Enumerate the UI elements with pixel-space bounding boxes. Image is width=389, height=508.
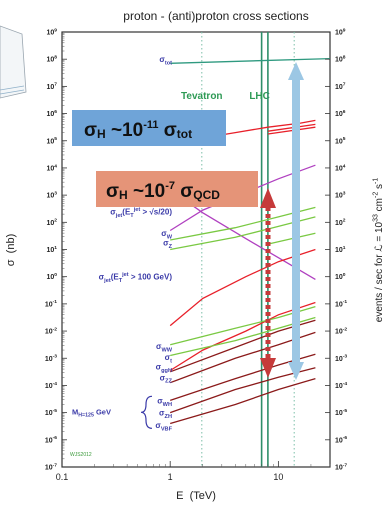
y-tick-label-right-2: 107	[335, 82, 346, 91]
series-labels-layer: σtotσbσjet(ETjet > √s/20)σWσZσjet(ETjet …	[70, 55, 173, 458]
y-tick-label-left-9: 100	[46, 272, 57, 281]
y-tick-label-right-3: 106	[335, 109, 346, 118]
y-tick-label-right-1: 108	[335, 55, 346, 64]
blue-arrow-head-bottom	[288, 362, 304, 380]
series-line-8	[267, 232, 316, 245]
x-tick-label-2: 10	[273, 472, 283, 482]
annotation-box-qcd: σH ~10-7 σQCD	[96, 171, 258, 207]
annotation-box-total: σH ~10-11 σtot	[72, 110, 226, 146]
y-tick-label-right-6: 103	[335, 190, 346, 199]
x-tick-label-1: 1	[168, 472, 173, 482]
series-label-8: σggH	[156, 362, 172, 373]
series-label-0: σtot	[159, 55, 172, 66]
y-tick-label-right-0: 109	[335, 27, 346, 36]
higgs-mass-label: MH=125 GeV	[72, 407, 111, 418]
y-tick-label-left-1: 108	[46, 55, 57, 64]
y-tick-label-left-16: 10-7	[45, 462, 57, 471]
series-label-4: σZ	[163, 239, 172, 250]
chart-title: proton - (anti)proton cross sections	[123, 9, 308, 23]
y-axis-label-left: σ (nb)	[5, 234, 17, 266]
svg-text:σH ~10-7 σQCD: σH ~10-7 σQCD	[106, 180, 220, 202]
x-tick-label-0: 0.1	[56, 472, 69, 482]
y-tick-label-left-6: 103	[46, 190, 57, 199]
higgs-brace	[140, 395, 153, 429]
series-label-3: σW	[161, 229, 172, 240]
series-label-12: σVBF	[155, 421, 172, 432]
y-tick-label-left-7: 102	[46, 218, 57, 227]
series-line-10	[169, 301, 316, 372]
credit-label: WJS2012	[70, 452, 92, 458]
y-tick-label-right-9: 100	[335, 272, 346, 281]
y-tick-label-left-2: 107	[46, 82, 57, 91]
y-tick-label-left-13: 10-4	[45, 381, 57, 390]
series-label-2: σjet(ETjet > √s/20)	[110, 207, 172, 219]
y-tick-label-right-7: 102	[335, 218, 346, 227]
y-tick-label-right-10: 10-1	[335, 299, 347, 308]
series-line-2	[267, 123, 316, 132]
series-label-7: σt	[165, 353, 172, 364]
y-tick-label-right-4: 105	[335, 136, 346, 145]
series-label-5: σjet(ETjet > 100 GeV)	[99, 272, 173, 284]
vline-label-tevatron: Tevatron	[181, 91, 223, 102]
y-tick-label-right-16: 10-7	[335, 462, 347, 471]
y-tick-label-left-3: 106	[46, 109, 57, 118]
y-tick-label-left-12: 10-3	[45, 354, 57, 363]
y-tick-label-left-10: 10-1	[45, 299, 57, 308]
vline-label-lhc: LHC	[249, 91, 270, 102]
y-tick-label-right-13: 10-4	[335, 381, 347, 390]
y-tick-label-left-14: 10-5	[45, 408, 57, 417]
y-tick-label-left-0: 109	[46, 27, 57, 36]
y-tick-label-right-8: 101	[335, 245, 346, 254]
blue-arrow-head-top	[288, 62, 304, 80]
series-label-11: σZH	[159, 409, 172, 420]
axes-layer: 10910810710610510410310210110010-110-210…	[45, 27, 348, 482]
y-axis-label-right: events / sec for ℒ = 1033 cm-2 s-1	[373, 178, 386, 323]
y-tick-label-right-5: 104	[335, 163, 346, 172]
series-line-0	[170, 57, 331, 64]
y-tick-label-right-14: 10-5	[335, 408, 347, 417]
red-arrow-head-top	[260, 188, 276, 208]
higgs-arrows	[260, 62, 304, 380]
y-tick-label-right-11: 10-2	[335, 326, 347, 335]
y-tick-label-right-15: 10-6	[335, 435, 347, 444]
y-tick-label-left-5: 104	[46, 163, 57, 172]
y-tick-label-left-8: 101	[46, 245, 57, 254]
series-label-10: σWH	[157, 396, 172, 407]
y-tick-label-right-12: 10-3	[335, 354, 347, 363]
y-tick-label-left-11: 10-2	[45, 326, 57, 335]
y-tick-label-left-4: 105	[46, 136, 57, 145]
svg-text:σH ~10-11 σtot: σH ~10-11 σtot	[84, 119, 192, 141]
series-line-9	[169, 248, 316, 327]
x-axis-label: E (TeV)	[176, 490, 216, 502]
red-arrow-head-bottom	[260, 358, 276, 378]
series-label-6: σWW	[156, 342, 173, 353]
series-line-3	[267, 126, 316, 135]
series-line-17	[170, 377, 316, 425]
y-tick-label-left-15: 10-6	[45, 435, 57, 444]
series-label-9: σZZ	[160, 373, 173, 384]
left-edge-graphic	[0, 25, 27, 99]
vertical-reference-lines: Tevatron LHC	[181, 32, 295, 467]
